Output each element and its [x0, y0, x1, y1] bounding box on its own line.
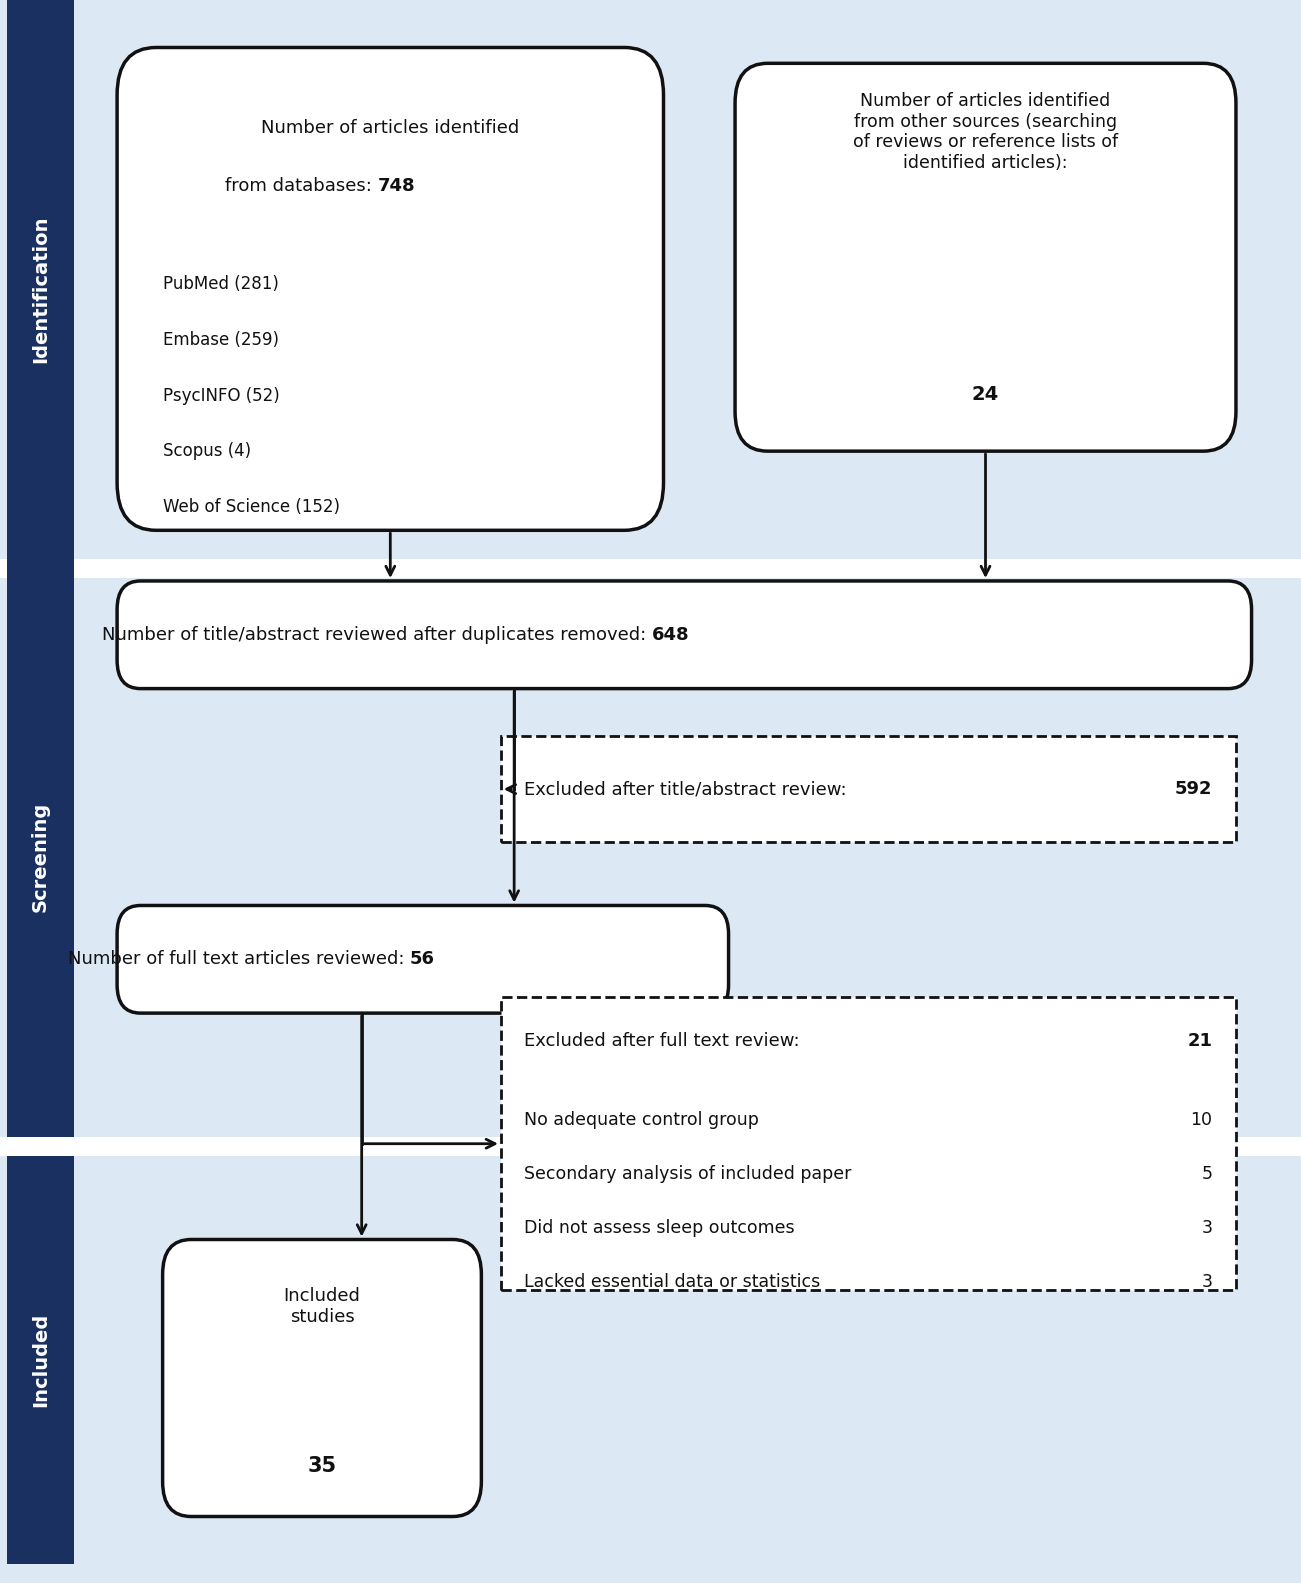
Text: Lacked essential data or statistics: Lacked essential data or statistics: [524, 1273, 821, 1290]
Text: 592: 592: [1175, 780, 1213, 798]
Text: 5: 5: [1202, 1165, 1213, 1183]
Bar: [0, 559, 1301, 578]
Text: Included
studies: Included studies: [284, 1287, 360, 1327]
Bar: [7, 1156, 74, 1564]
Text: Secondary analysis of included paper: Secondary analysis of included paper: [524, 1165, 852, 1183]
Text: Embase (259): Embase (259): [163, 331, 278, 350]
Text: No adequate control group: No adequate control group: [524, 1111, 760, 1129]
Text: Number of title/abstract reviewed after duplicates removed:: Number of title/abstract reviewed after …: [101, 625, 652, 644]
Text: Identification: Identification: [31, 215, 49, 363]
Text: Number of full text articles reviewed:: Number of full text articles reviewed:: [68, 950, 410, 969]
Text: Scopus (4): Scopus (4): [163, 442, 251, 461]
Text: PsycINFO (52): PsycINFO (52): [163, 386, 280, 405]
Text: 748: 748: [377, 177, 415, 195]
FancyBboxPatch shape: [501, 997, 1236, 1290]
Text: 3: 3: [1202, 1273, 1213, 1290]
Text: 3: 3: [1202, 1219, 1213, 1236]
FancyBboxPatch shape: [163, 1239, 481, 1517]
Text: Number of articles identified: Number of articles identified: [262, 119, 519, 136]
FancyBboxPatch shape: [501, 736, 1236, 842]
Bar: [7, 578, 74, 1137]
Text: 21: 21: [1188, 1032, 1213, 1050]
Bar: [0, 1137, 1301, 1156]
Text: Number of articles identified
from other sources (searching
of reviews or refere: Number of articles identified from other…: [853, 92, 1118, 173]
Bar: [7, 0, 74, 578]
Text: 648: 648: [652, 625, 690, 644]
Text: Web of Science (152): Web of Science (152): [163, 499, 340, 516]
Text: Excluded after title/abstract review:: Excluded after title/abstract review:: [524, 780, 847, 798]
Text: Screening: Screening: [31, 803, 49, 912]
Text: 35: 35: [307, 1456, 337, 1477]
Text: Did not assess sleep outcomes: Did not assess sleep outcomes: [524, 1219, 795, 1236]
FancyBboxPatch shape: [117, 47, 664, 530]
Text: Excluded after full text review:: Excluded after full text review:: [524, 1032, 800, 1050]
Text: 56: 56: [410, 950, 435, 969]
Text: from databases:: from databases:: [225, 177, 377, 195]
FancyBboxPatch shape: [117, 905, 729, 1013]
Text: 24: 24: [972, 385, 999, 404]
Text: 10: 10: [1190, 1111, 1213, 1129]
FancyBboxPatch shape: [117, 581, 1252, 689]
Text: PubMed (281): PubMed (281): [163, 275, 278, 293]
Text: Included: Included: [31, 1312, 49, 1407]
FancyBboxPatch shape: [735, 63, 1236, 451]
